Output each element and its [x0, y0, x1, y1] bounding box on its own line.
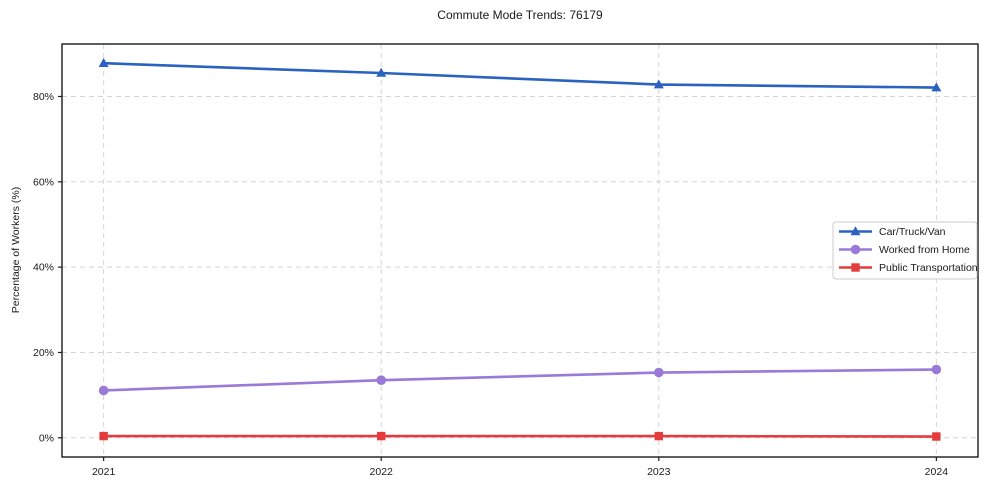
- legend-box: [832, 221, 978, 280]
- y-tick-label: 0%: [39, 432, 54, 444]
- series-line-car-truck-van: [102, 61, 938, 89]
- legend-label-public-transportation: Public Transportation: [879, 262, 978, 274]
- y-tick-label: 40%: [33, 262, 54, 274]
- y-tick-label: 60%: [33, 176, 54, 188]
- series-marker-public-transportation: [99, 431, 108, 441]
- series-marker-worked-from-home: [98, 385, 109, 396]
- series-marker-worked-from-home: [653, 367, 664, 378]
- series-line-worked-from-home: [102, 368, 938, 392]
- x-tick-label: 2021: [92, 466, 116, 478]
- y-axis-title: Percentage of Workers (%): [10, 186, 22, 314]
- x-tick-label: 2023: [647, 466, 671, 478]
- series-marker-public-transportation: [377, 431, 386, 441]
- y-tick-label: 20%: [33, 347, 54, 359]
- series-marker-car-truck-van: [931, 82, 942, 92]
- series-marker-public-transportation: [932, 432, 941, 441]
- series-marker-car-truck-van: [653, 79, 664, 89]
- legend-label-worked-from-home: Worked from Home: [879, 244, 970, 256]
- x-tick-label: 2024: [925, 466, 949, 478]
- legend-triangle-icon: [850, 226, 861, 236]
- series-marker-public-transportation: [654, 431, 663, 441]
- series-marker-worked-from-home: [931, 364, 942, 375]
- series-marker-car-truck-van: [98, 57, 109, 67]
- chart-title: Commute Mode Trends: 76179: [437, 8, 603, 22]
- legend-square-icon: [851, 263, 860, 272]
- x-tick-label: 2022: [370, 466, 394, 478]
- series-marker-worked-from-home: [376, 375, 387, 386]
- legend-label-car-truck-van: Car/Truck/Van: [879, 226, 946, 238]
- y-tick-label: 80%: [33, 91, 54, 103]
- plot-border: [61, 43, 979, 458]
- series-marker-car-truck-van: [376, 67, 387, 77]
- legend-circle-icon: [850, 244, 861, 255]
